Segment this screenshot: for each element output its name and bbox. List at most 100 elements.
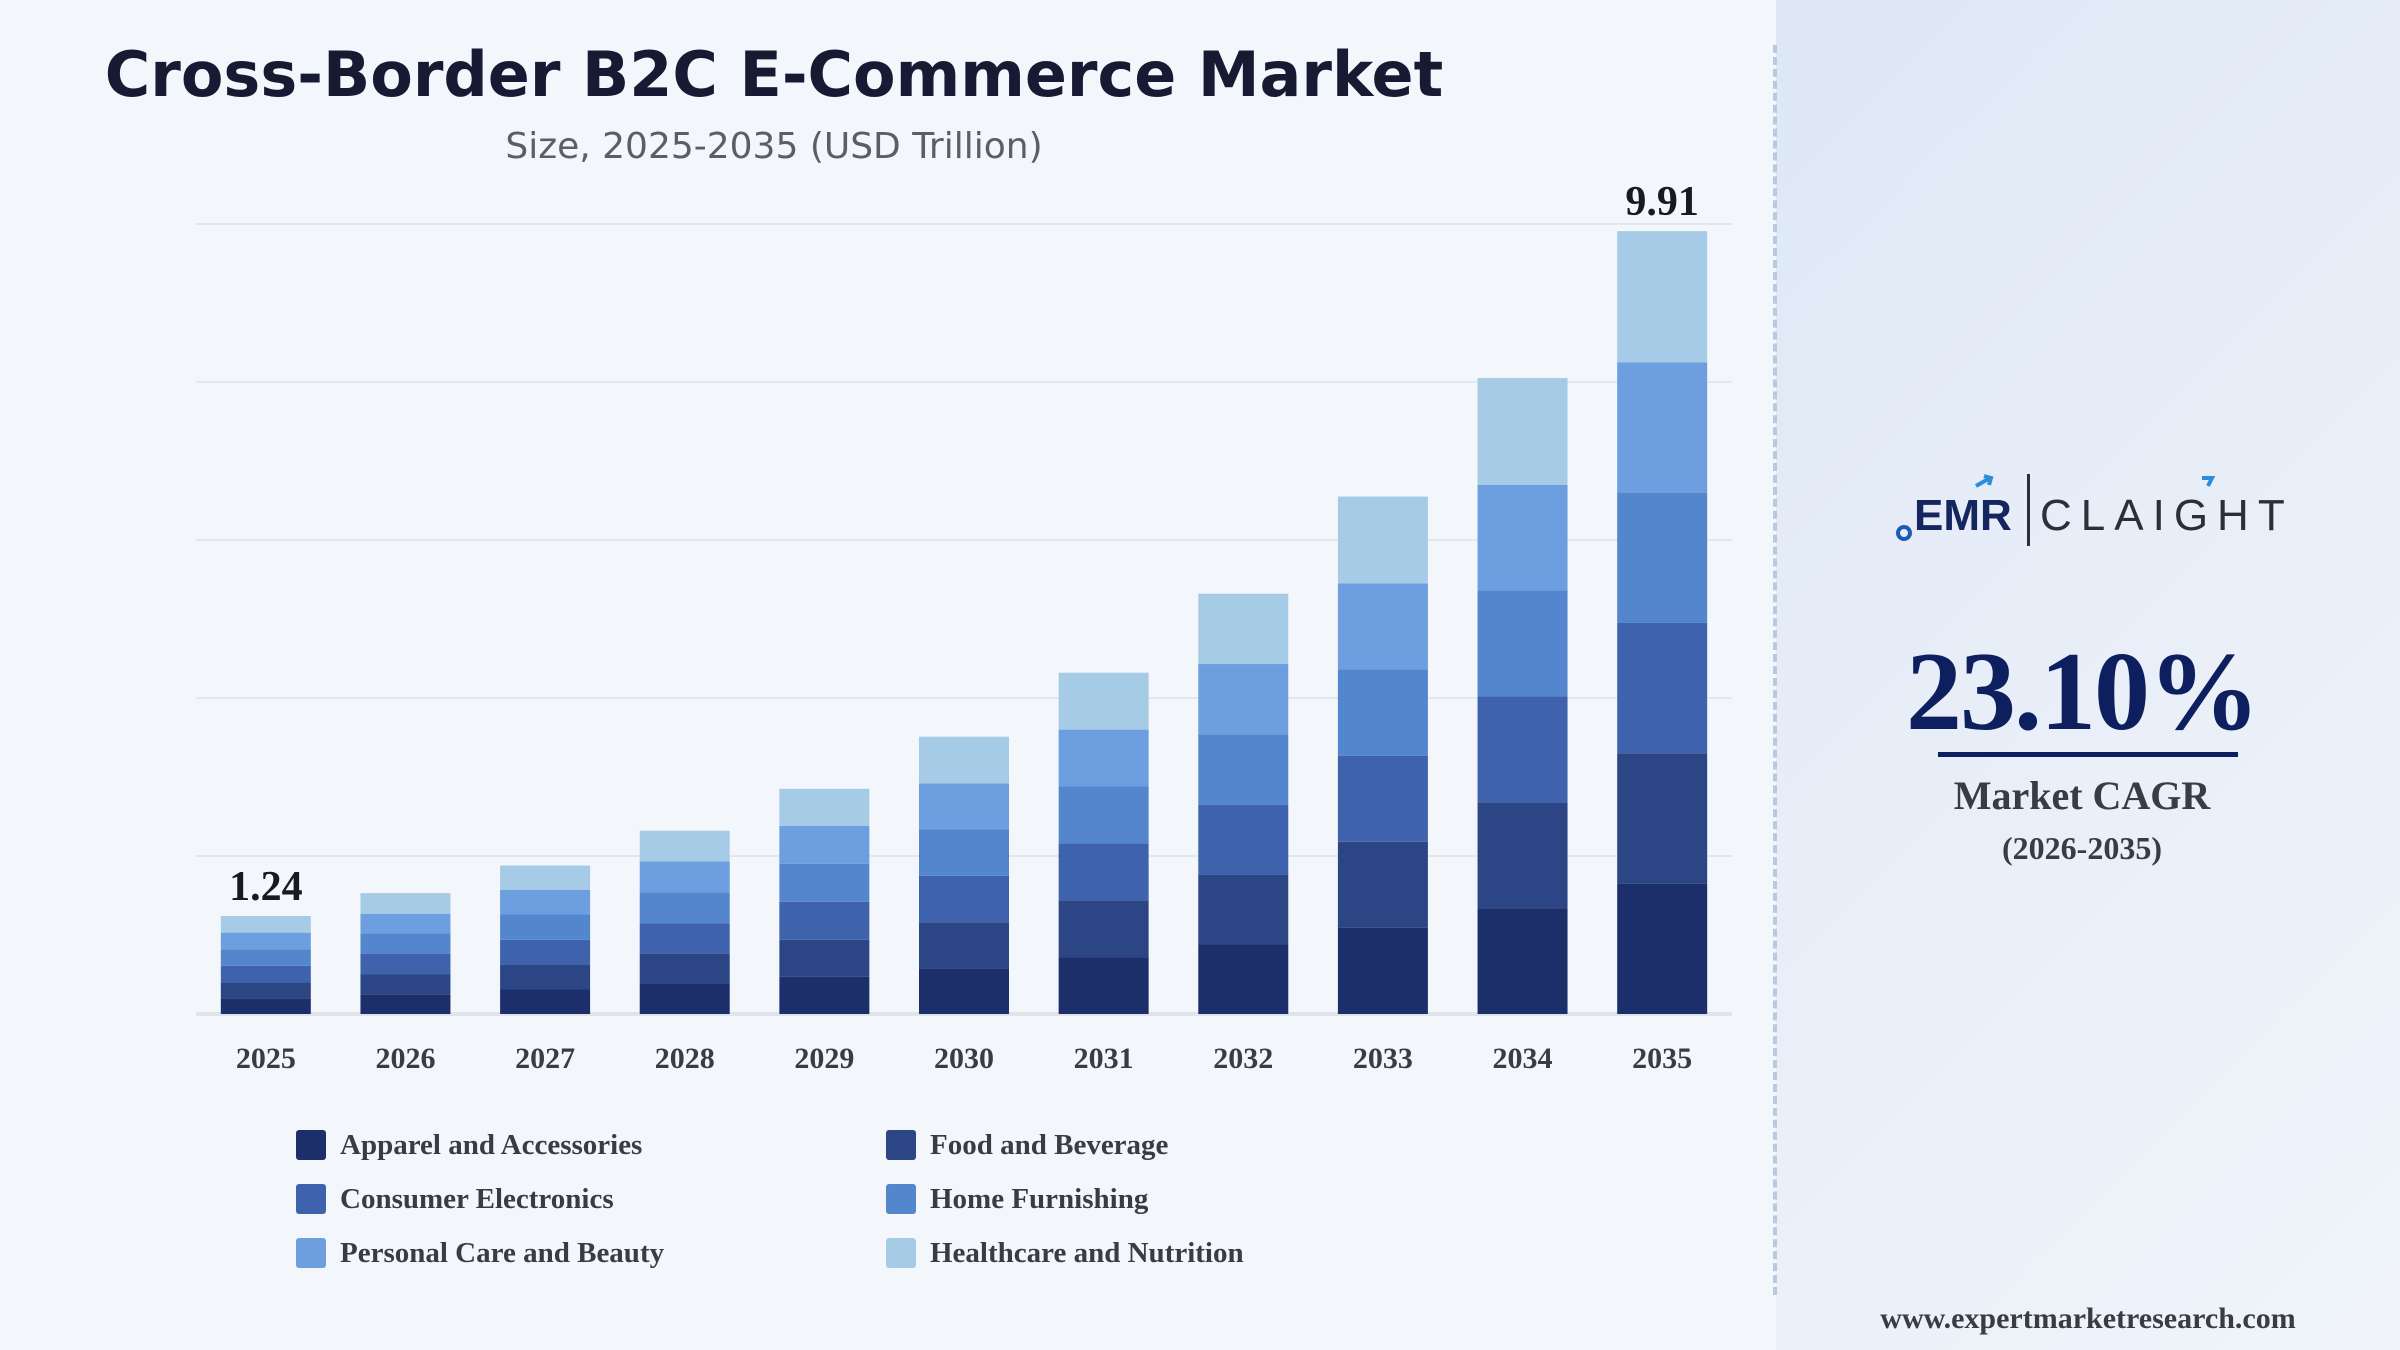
- chart-legend: Apparel and Accessories Food and Beverage…: [296, 1128, 1296, 1270]
- panel-divider: [1773, 45, 1777, 1295]
- bar-segment: [779, 939, 870, 977]
- x-tick-label: 2035: [1632, 1042, 1692, 1075]
- chart-labels: 2025 2026 2027 2028 2029 2030 2031 2032 2033 2034…: [229, 179, 1699, 1075]
- bar-segment: [1198, 734, 1289, 805]
- bar-segment: [220, 965, 311, 983]
- legend-swatch: [886, 1130, 916, 1160]
- bar-segment: [1337, 927, 1428, 1014]
- legend-swatch: [296, 1130, 326, 1160]
- legend-label: Healthcare and Nutrition: [930, 1236, 1244, 1269]
- x-tick-label: 2026: [375, 1042, 435, 1075]
- bar-segment: [1617, 492, 1708, 623]
- bar-segment: [220, 998, 311, 1014]
- emr-claight-logo: EMR CLAIGHT: [1896, 474, 2294, 546]
- bar-segment: [1617, 622, 1708, 754]
- bar-segment: [1337, 669, 1428, 756]
- bar-segment: [639, 892, 730, 924]
- bar-segment: [779, 976, 870, 1014]
- bar-segment: [1617, 753, 1708, 884]
- bar-segment: [1477, 802, 1568, 909]
- legend-label: Home Furnishing: [930, 1182, 1149, 1215]
- bar-segment: [220, 949, 311, 966]
- bar-segment: [779, 788, 870, 826]
- legend-item: Apparel and Accessories: [296, 1128, 886, 1162]
- legend-item: Healthcare and Nutrition: [886, 1236, 1296, 1270]
- info-panel: [1776, 0, 2400, 1350]
- bar-segment: [779, 825, 870, 864]
- bar-segment: [639, 861, 730, 893]
- cagr-period: (2026-2035): [2002, 830, 2162, 866]
- legend-swatch: [296, 1238, 326, 1268]
- cagr-underline: [1938, 752, 2238, 757]
- bar-segment: [779, 901, 870, 940]
- x-tick-label: 2033: [1353, 1042, 1413, 1075]
- legend-label: Apparel and Accessories: [340, 1128, 643, 1161]
- x-tick-label: 2028: [655, 1042, 715, 1075]
- legend-item: Personal Care and Beauty: [296, 1236, 886, 1270]
- bar-segment: [1198, 664, 1289, 735]
- bar-segment: [1337, 496, 1428, 584]
- bar-segment: [360, 933, 451, 954]
- x-tick-label: 2030: [934, 1042, 994, 1075]
- x-tick-label: 2027: [515, 1042, 575, 1075]
- bar-segment: [1058, 900, 1149, 958]
- bar-segment: [919, 783, 1009, 830]
- bar-segment: [1058, 672, 1149, 730]
- bar-segment: [639, 953, 730, 984]
- bar-segment: [919, 875, 1009, 923]
- website-url[interactable]: www.expertmarketresearch.com: [1880, 1302, 2296, 1335]
- bar-segment: [360, 913, 451, 934]
- bar-segment: [1477, 484, 1568, 591]
- bar-segment: [1477, 696, 1568, 803]
- legend-label: Consumer Electronics: [340, 1182, 614, 1215]
- x-tick-label: 2032: [1213, 1042, 1273, 1075]
- bar-segment: [919, 922, 1009, 969]
- bar-segment: [500, 889, 591, 915]
- logo-arrow-icon: [1975, 474, 1994, 488]
- bar-segment: [360, 994, 451, 1014]
- bar-segment: [639, 923, 730, 954]
- bar-segment: [500, 989, 591, 1014]
- bar-segment: [360, 953, 451, 975]
- chart-subtitle: Size, 2025-2035 (USD Trillion): [505, 126, 1043, 167]
- legend-swatch: [886, 1238, 916, 1268]
- logo-spark-icon: [2202, 476, 2216, 487]
- logo-claight-text: CLAIGHT: [2040, 491, 2294, 540]
- bar-segment: [1058, 843, 1149, 901]
- bar-segment: [1198, 874, 1289, 945]
- bar-segment: [1058, 786, 1149, 844]
- cagr-label: Market CAGR: [1953, 773, 2211, 818]
- bar-segment: [919, 736, 1009, 784]
- bar-segment: [919, 968, 1009, 1014]
- legend-swatch: [886, 1184, 916, 1214]
- bar-segment: [779, 863, 870, 902]
- legend-item: Home Furnishing: [886, 1182, 1296, 1216]
- bar-segment: [1617, 883, 1708, 1014]
- x-tick-label: 2025: [236, 1042, 296, 1075]
- bar-segment: [1337, 583, 1428, 670]
- bar-segment: [500, 865, 591, 890]
- bar-segment: [220, 916, 311, 933]
- bar-segment: [360, 893, 451, 914]
- bar-segment: [1617, 231, 1708, 363]
- bar-segment: [639, 983, 730, 1014]
- legend-label: Personal Care and Beauty: [340, 1236, 665, 1269]
- logo-separator: [2027, 474, 2030, 546]
- bar-segment: [500, 914, 591, 940]
- bar-segment: [1058, 729, 1149, 787]
- bar-segment: [1337, 841, 1428, 928]
- cagr-value: 23.10%: [1906, 630, 2260, 754]
- bar-segment: [500, 939, 591, 966]
- chart-bars: [220, 231, 1708, 1014]
- x-tick-label: 2029: [794, 1042, 854, 1075]
- bar-segment: [220, 982, 311, 999]
- chart-title: Cross-Border B2C E-Commerce Market: [104, 38, 1444, 111]
- bar-segment: [1198, 944, 1289, 1014]
- bar-segment: [639, 830, 730, 862]
- bar-segment: [1617, 362, 1708, 493]
- legend-label: Food and Beverage: [930, 1128, 1169, 1161]
- legend-item: Consumer Electronics: [296, 1182, 886, 1216]
- stacked-bar-chart: 2025 2026 2027 2028 2029 2030 2031 2032 2033 2034…: [196, 179, 1732, 1075]
- bar-segment: [220, 932, 311, 950]
- bar-segment: [500, 965, 591, 990]
